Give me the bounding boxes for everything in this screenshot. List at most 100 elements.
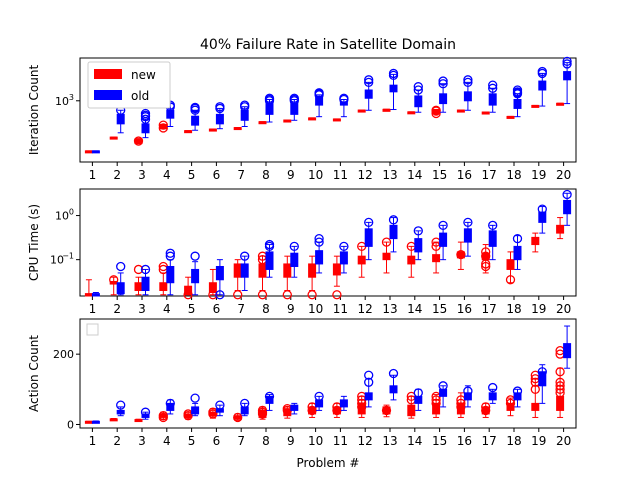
box-old — [290, 404, 299, 411]
outlier-old — [165, 248, 175, 258]
x-tick-label: 10 — [308, 434, 323, 448]
outlier-new — [431, 108, 441, 119]
y-axis-label: CPU Time (s) — [27, 204, 41, 281]
y-tick-label: 10 — [55, 210, 69, 223]
box-old — [265, 251, 274, 270]
outlier-new — [357, 398, 367, 409]
x-tick-label: 4 — [163, 434, 171, 448]
outlier-old — [240, 100, 250, 110]
axes-frame — [79, 188, 577, 297]
x-tick-label: 7 — [237, 168, 245, 182]
outlier-new — [481, 251, 491, 261]
outlier-new — [555, 388, 565, 398]
outlier-new — [133, 136, 144, 146]
legend-empty-box — [86, 323, 99, 336]
outlier-old — [190, 251, 200, 261]
x-tick-label: 2 — [113, 302, 121, 316]
outlier-new — [505, 275, 516, 285]
outlier-old — [364, 75, 374, 85]
outlier-new — [505, 398, 516, 409]
outlier-old — [314, 233, 324, 244]
x-tick-label: 17 — [482, 168, 497, 182]
box-old — [240, 263, 249, 278]
box-new — [233, 263, 242, 278]
x-tick-label: 2 — [113, 434, 121, 448]
outlier-old — [413, 388, 423, 398]
outlier-new — [257, 290, 268, 300]
x-tick-label: 1 — [89, 302, 97, 316]
outlier-old — [438, 381, 448, 391]
outlier-old — [413, 85, 423, 95]
outlier-old — [438, 79, 448, 89]
outlier-old — [562, 56, 572, 67]
outlier-new — [555, 384, 565, 394]
outlier-old — [562, 59, 572, 69]
outlier-new — [282, 290, 292, 300]
outlier-old — [140, 108, 151, 119]
figure-title: 40% Failure Rate in Satellite Domain — [200, 37, 456, 53]
x-tick-label: 9 — [287, 168, 295, 182]
panel-cpu-time: CPU Time (s) 10−110 01 2 3 4 5 6 7 8 9 10 11 12 13 14 15… — [27, 188, 577, 316]
outlier-new — [481, 402, 491, 412]
outlier-old — [264, 391, 275, 402]
x-tick-label: 6 — [213, 168, 221, 182]
x-tick-label: 1 — [89, 168, 97, 182]
x-tick-label: 18 — [506, 168, 521, 182]
y-tick-exponent: 0 — [69, 208, 74, 217]
x-tick-label: 2 — [113, 168, 121, 182]
y-tick-label: 0 — [67, 418, 74, 431]
outlier-old — [512, 233, 523, 244]
outlier-new — [456, 398, 466, 409]
legend: new old — [87, 61, 171, 109]
outlier-old — [364, 217, 374, 228]
legend-frame — [87, 61, 171, 109]
x-tick-label: 4 — [163, 168, 171, 182]
outlier-new — [481, 405, 491, 416]
x-tick-label: 15 — [432, 302, 447, 316]
x-tick-label: 5 — [188, 168, 196, 182]
outlier-old — [413, 226, 423, 236]
outlier-old — [339, 93, 349, 103]
legend-label-old: old — [131, 89, 149, 103]
outlier-new — [158, 123, 168, 133]
y-tick-exponent: −1 — [62, 252, 74, 261]
outlier-old — [488, 83, 498, 93]
x-tick-label: 7 — [237, 302, 245, 316]
panel-iteration-count: Iteration Count 10 31 2 3 4 5 6 7 8 9 10 11 12 13 14 15 1… — [27, 56, 577, 182]
outlier-old — [165, 398, 175, 409]
x-axis-label: Problem # — [297, 456, 360, 470]
outlier-new — [456, 249, 466, 260]
outlier-old — [438, 76, 448, 86]
outlier-old — [488, 80, 498, 90]
outlier-new — [555, 367, 565, 377]
outlier-old — [140, 264, 151, 275]
outlier-new — [381, 237, 392, 247]
box-old — [116, 282, 125, 295]
outlier-old — [512, 386, 523, 396]
outlier-old — [438, 220, 448, 230]
x-tick-label: 3 — [138, 168, 146, 182]
box-new — [308, 263, 317, 278]
outlier-new — [158, 411, 168, 421]
x-tick-label: 10 — [308, 168, 323, 182]
y-tick-label: 10 — [55, 95, 69, 108]
x-tick-label: 13 — [382, 168, 397, 182]
box-old — [315, 250, 324, 265]
box-old — [513, 245, 522, 261]
x-tick-label: 9 — [287, 434, 295, 448]
outlier-old — [537, 367, 547, 377]
x-tick-label: 7 — [237, 434, 245, 448]
outlier-old — [364, 370, 374, 380]
x-tick-label: 16 — [457, 434, 472, 448]
outlier-old — [264, 93, 275, 103]
box-old — [191, 268, 200, 284]
box-old — [389, 224, 398, 240]
x-tick-label: 18 — [506, 434, 521, 448]
x-tick-label: 8 — [262, 302, 270, 316]
outlier-new — [431, 398, 441, 409]
x-tick-label: 18 — [506, 302, 521, 316]
x-tick-label: 20 — [556, 302, 571, 316]
outlier-new — [109, 275, 119, 285]
x-tick-label: 8 — [262, 434, 270, 448]
